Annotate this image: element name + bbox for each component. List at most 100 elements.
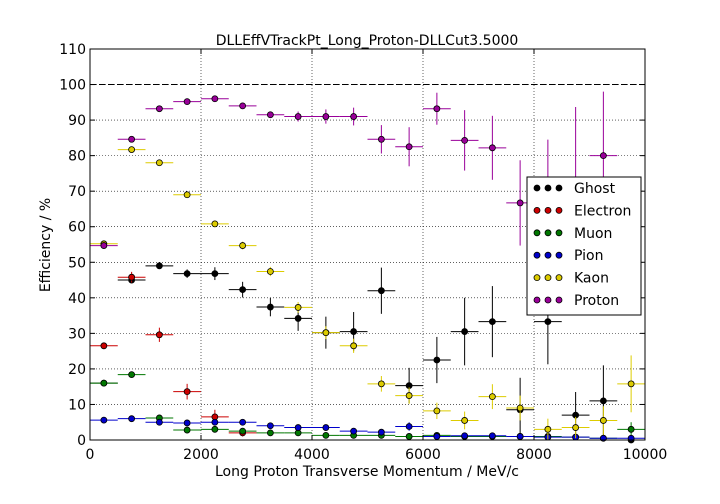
kaon-point [266, 268, 274, 275]
pion-point [433, 433, 441, 440]
pion-point [128, 415, 136, 423]
proton-point [211, 95, 219, 103]
proton-point [239, 102, 247, 110]
kaon-point [211, 220, 219, 228]
ghost-point [183, 270, 191, 278]
legend-marker-proton [555, 296, 563, 304]
y-tick-label: 90 [68, 113, 86, 129]
ghost-point [433, 356, 441, 364]
x-axis-label: Long Proton Transverse Momentum / MeV/c [215, 464, 519, 480]
kaon-point [183, 191, 191, 199]
pion-point [377, 428, 385, 436]
legend-marker-pion [555, 251, 563, 259]
electron-point [183, 388, 191, 396]
electron-point [155, 331, 163, 339]
kaon-point [405, 392, 413, 399]
legend-marker-muon [533, 229, 541, 237]
kaon-point [461, 417, 469, 424]
pion-point [516, 433, 524, 440]
proton-point [433, 105, 441, 113]
ghost-point [350, 328, 358, 335]
ghost-point [599, 397, 607, 405]
muon-point [183, 426, 191, 434]
y-tick-label: 30 [68, 326, 86, 342]
x-tick-label: 8000 [516, 447, 552, 463]
ghost-point [239, 286, 247, 294]
x-tick-label: 6000 [405, 447, 441, 463]
ghost-point [461, 328, 469, 335]
pion-point [350, 427, 358, 435]
proton-point [377, 135, 385, 143]
pion-point [322, 424, 330, 431]
legend-label-ghost: Ghost [574, 181, 616, 197]
data-marks [90, 91, 645, 444]
legend-label-kaon: Kaon [574, 271, 609, 287]
proton-point [294, 113, 302, 120]
legend-marker-muon [555, 229, 563, 237]
kaon-point [294, 304, 302, 311]
kaon-point [350, 342, 358, 350]
kaon-point [239, 242, 247, 249]
pion-point [183, 419, 191, 427]
ghost-point [544, 318, 552, 326]
legend-box [526, 176, 642, 316]
legend-marker-muon [544, 229, 552, 237]
series-kaon [90, 146, 645, 440]
electron-point [128, 273, 136, 281]
y-tick-label: 0 [77, 433, 86, 449]
legend-marker-electron [533, 206, 541, 214]
kaon-point [516, 404, 524, 412]
proton-point [183, 98, 191, 106]
muon-point [211, 425, 219, 433]
x-tick-label: 0 [86, 447, 95, 463]
pion-point [155, 418, 163, 426]
legend-label-electron: Electron [574, 203, 631, 219]
y-tick-label: 10 [68, 397, 86, 413]
y-tick-label: 40 [68, 291, 86, 307]
muon-point [627, 425, 635, 433]
kaon-point [377, 380, 385, 388]
pion-point [211, 418, 219, 426]
legend-label-muon: Muon [574, 226, 612, 242]
legend: Ghost Electron Muon Pion Kaon Proton [526, 176, 642, 316]
x-tick-label: 2000 [183, 447, 219, 463]
ghost-point [266, 303, 274, 311]
y-tick-label: 80 [68, 149, 86, 165]
pion-point [294, 424, 302, 431]
muon-point [322, 431, 330, 439]
kaon-point [155, 159, 163, 167]
kaon-point [599, 417, 607, 424]
muon-point [405, 433, 413, 440]
legend-marker-pion [533, 251, 541, 259]
axis-ticks: 0 2000 4000 6000 8000 10000 0 10 20 30 40 50 60 70 80 9… [59, 42, 667, 463]
muon-point [239, 427, 247, 435]
kaon-point [322, 329, 330, 337]
kaon-point [488, 393, 496, 401]
x-tick-label: 10000 [623, 447, 668, 463]
legend-marker-ghost [544, 184, 552, 192]
y-tick-label: 60 [68, 220, 86, 236]
kaon-point [544, 425, 552, 433]
proton-point [350, 113, 358, 120]
proton-point [100, 242, 108, 249]
legend-marker-electron [544, 206, 552, 214]
kaon-point [433, 407, 441, 415]
y-axis-label: Efficiency / % [38, 198, 54, 292]
kaon-point [627, 380, 635, 388]
legend-marker-ghost [555, 184, 563, 192]
y-tick-label: 100 [59, 78, 86, 94]
legend-label-pion: Pion [574, 248, 603, 264]
kaon-point [572, 424, 580, 431]
y-tick-label: 50 [68, 255, 86, 271]
legend-marker-ghost [533, 184, 541, 192]
proton-point [322, 113, 330, 120]
chart-title: DLLEffVTrackPt_Long_Proton-DLLCut3.5000 [216, 33, 519, 49]
ghost-point [155, 262, 163, 270]
muon-point [128, 371, 136, 378]
proton-point [599, 152, 607, 160]
pion-point [405, 423, 413, 430]
pion-point [488, 432, 496, 440]
y-tick-label: 70 [68, 184, 86, 200]
pion-point [461, 432, 469, 440]
